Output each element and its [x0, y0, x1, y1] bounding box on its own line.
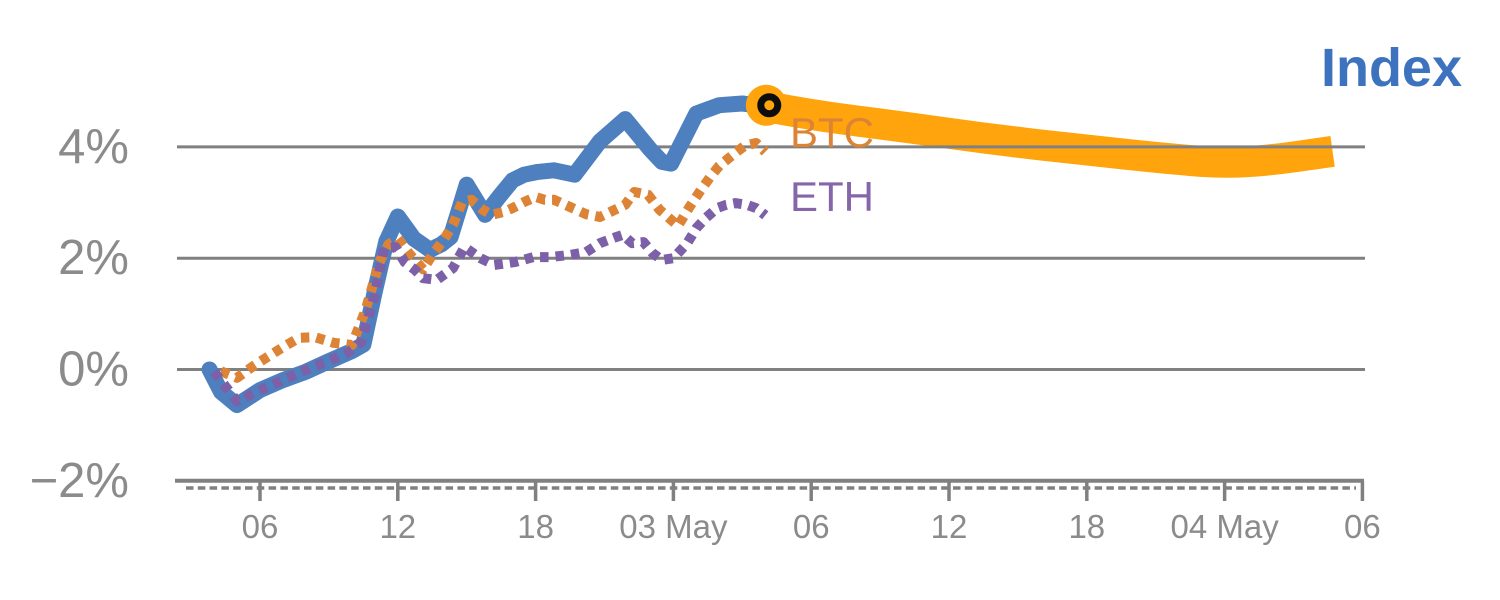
- btc-series-label: BTC: [790, 109, 874, 156]
- x-tick-label: 06: [1344, 508, 1381, 545]
- x-tick-label: 18: [517, 508, 554, 545]
- x-tick-label: 06: [242, 508, 279, 545]
- x-tick-label: 12: [931, 508, 968, 545]
- marker-halo: [745, 84, 787, 126]
- x-tick-label: 04 May: [1171, 508, 1280, 545]
- x-tick-label: 12: [379, 508, 416, 545]
- x-tick-label: 03 May: [619, 508, 728, 545]
- series-line-btc: [219, 138, 769, 383]
- y-tick-label: 4%: [58, 120, 129, 174]
- y-tick-label: −2%: [30, 454, 129, 508]
- x-tick-label: 18: [1068, 508, 1105, 545]
- series-line-eth: [210, 198, 769, 407]
- y-tick-label: 0%: [58, 343, 129, 397]
- marker-ring: [757, 93, 782, 118]
- forecast-marker: [745, 84, 787, 126]
- grid-layer: [177, 145, 1365, 371]
- chart-title: Index: [1321, 38, 1462, 98]
- x-tick-label: 06: [793, 508, 830, 545]
- eth-series-label: ETH: [790, 173, 874, 220]
- series-line-index: [201, 95, 774, 414]
- axis-layer: 06 12 18 03 May 06 12 18 04 May 06 4% 2% 0% −2%: [30, 120, 1381, 545]
- series-layer: [201, 95, 774, 414]
- y-tick-label: 2%: [58, 231, 129, 285]
